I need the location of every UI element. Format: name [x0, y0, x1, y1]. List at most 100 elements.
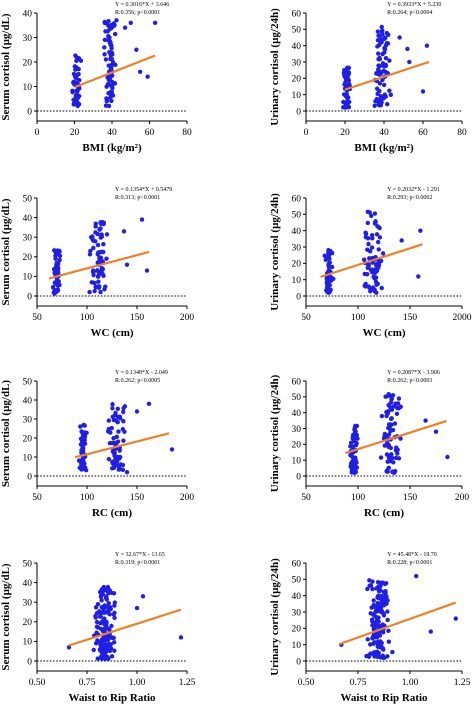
data-point	[112, 603, 117, 608]
data-point	[376, 51, 381, 56]
data-point	[109, 56, 115, 62]
data-point	[353, 455, 358, 460]
y-tick-label: 10	[292, 641, 302, 651]
data-point	[71, 102, 77, 107]
y-tick-label: 10	[23, 453, 33, 463]
data-point	[374, 649, 379, 655]
data-point	[114, 459, 120, 464]
data-point	[113, 410, 118, 416]
y-axis-title: Serum cortisol (µg/dL)	[0, 563, 12, 670]
data-point	[365, 247, 370, 252]
data-point	[453, 616, 458, 621]
data-point	[105, 636, 110, 642]
data-point	[371, 598, 376, 603]
y-tick-label: 50	[292, 26, 302, 36]
scatter-panel-urinary-rc: 0 10 20 30 40 50 60 50 100 150 200 RC (cm) Urinary c…	[269, 370, 469, 519]
data-point	[82, 423, 87, 428]
data-point	[329, 264, 335, 270]
regression-stats: R:0.293; p<0.0002	[387, 195, 432, 201]
data-point	[354, 460, 359, 465]
data-point	[98, 235, 103, 240]
data-point	[56, 261, 61, 266]
y-tick-label: 20	[23, 434, 33, 444]
regression-line	[48, 250, 150, 280]
x-tick-label: 200	[180, 493, 195, 503]
y-tick-label: 20	[292, 441, 302, 451]
data-point	[385, 440, 390, 446]
x-tick-label: 60	[145, 128, 155, 138]
data-point	[75, 101, 80, 106]
data-point	[96, 285, 102, 290]
data-point	[91, 647, 96, 653]
data-point	[91, 245, 96, 251]
data-point	[107, 49, 112, 55]
data-point	[376, 595, 381, 601]
data-point	[78, 436, 84, 441]
data-point	[353, 423, 358, 429]
data-point	[100, 271, 105, 277]
x-tick-label: 50	[32, 313, 42, 323]
y-tick-label: 40	[23, 9, 33, 19]
data-point	[383, 588, 388, 594]
data-point	[383, 94, 388, 99]
data-point	[389, 452, 394, 457]
data-point	[385, 609, 390, 614]
scatter-panel-urinary-wrr: 0 10 20 30 40 50 60 0.50 0.75 1.00 1.25 Waist to Ri…	[269, 552, 471, 704]
data-point	[87, 289, 92, 295]
data-point	[145, 74, 150, 79]
data-point	[376, 619, 381, 624]
data-point	[375, 71, 380, 77]
data-point	[375, 239, 381, 245]
data-point	[80, 459, 86, 464]
data-point	[107, 627, 112, 632]
x-tick-label: 0.50	[29, 678, 46, 688]
y-tick-label: 40	[292, 227, 302, 237]
data-point	[376, 644, 381, 650]
y-tick-label: 0	[296, 472, 301, 482]
data-point	[100, 629, 106, 634]
x-tick-label: 60	[418, 128, 428, 138]
y-tick-label: 20	[23, 58, 33, 68]
data-point	[91, 268, 96, 273]
data-point	[75, 72, 80, 78]
data-point	[377, 589, 382, 594]
y-tick-label: 50	[23, 194, 33, 204]
data-point	[348, 452, 353, 458]
data-point	[98, 620, 103, 626]
data-point	[343, 80, 348, 85]
data-point	[106, 103, 112, 109]
data-point	[383, 55, 389, 61]
data-point	[385, 101, 390, 107]
data-point	[365, 637, 370, 642]
data-point	[110, 79, 115, 85]
data-point	[376, 624, 382, 629]
y-tick-label: 30	[23, 234, 33, 244]
x-tick-label: 80	[457, 128, 467, 138]
data-point	[383, 394, 388, 399]
data-point	[104, 20, 109, 26]
data-point	[362, 283, 367, 289]
x-tick-label: 150	[403, 313, 418, 323]
y-tick-label: 0	[296, 657, 301, 667]
y-tick-label: 50	[23, 377, 33, 387]
data-point	[113, 418, 119, 423]
data-point	[76, 66, 81, 72]
data-point	[109, 98, 114, 104]
data-point	[102, 653, 107, 659]
data-point	[372, 103, 377, 108]
x-tick-label: 100	[351, 493, 366, 503]
data-point	[92, 280, 97, 286]
y-tick-label: 30	[23, 415, 33, 425]
x-tick-label: 20	[70, 128, 80, 138]
data-point	[391, 404, 397, 409]
data-point	[112, 22, 117, 28]
data-point	[108, 67, 114, 72]
data-point	[420, 89, 426, 94]
data-point	[94, 624, 100, 629]
data-point	[388, 92, 394, 97]
data-point	[54, 249, 59, 255]
data-point	[423, 418, 428, 423]
regression-line	[74, 54, 156, 89]
data-point	[102, 45, 107, 50]
data-point	[377, 55, 382, 61]
